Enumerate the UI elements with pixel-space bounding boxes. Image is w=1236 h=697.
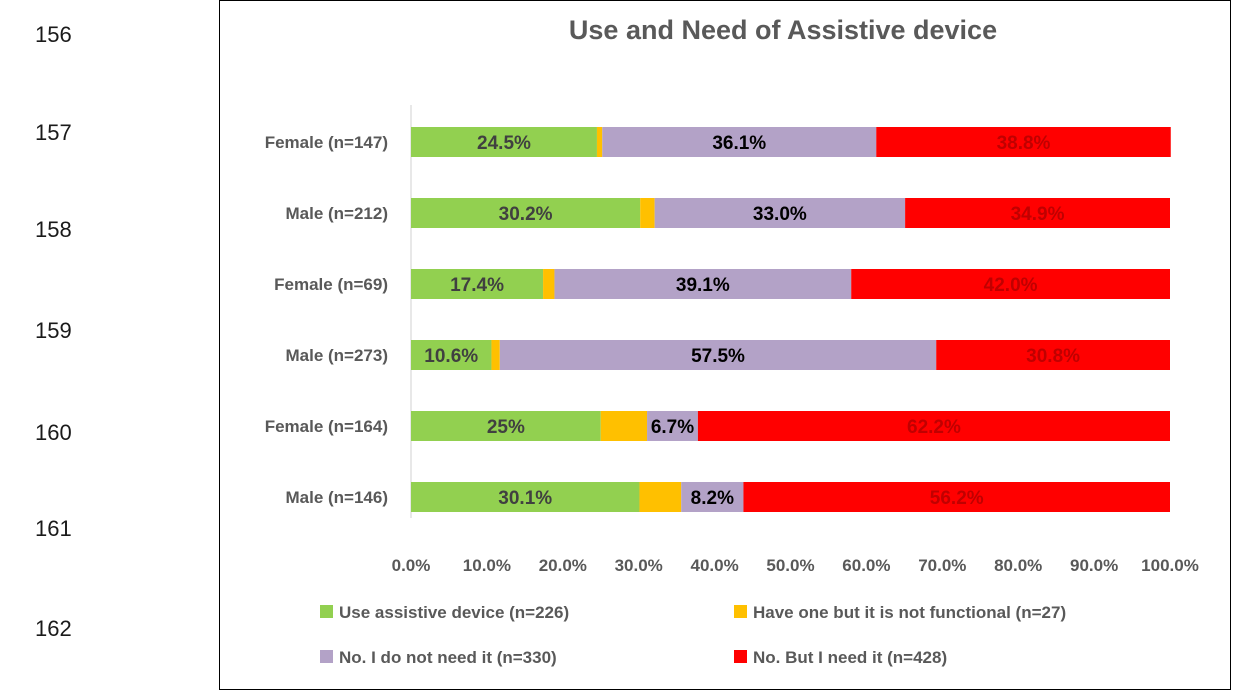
x-tick-label: 80.0% (994, 556, 1042, 575)
line-number: 160 (35, 420, 72, 445)
x-tick-label: 70.0% (918, 556, 966, 575)
bar-segment (543, 269, 555, 299)
line-number: 156 (35, 22, 72, 47)
data-label: 30.2% (499, 204, 553, 225)
line-number: 161 (35, 516, 72, 541)
data-label: 10.6% (424, 346, 478, 367)
bar-segment (411, 482, 640, 512)
data-label: 25% (487, 417, 525, 438)
bar-segment (554, 269, 852, 299)
line-number: 162 (35, 616, 72, 641)
bar-segment (697, 411, 1170, 441)
data-label: 39.1% (676, 275, 730, 296)
legend-swatch (320, 650, 333, 663)
data-label: 62.2% (907, 417, 961, 438)
legend-label: No. But I need it (n=428) (753, 648, 947, 667)
bar-segment (499, 340, 937, 370)
data-label: 42.0% (984, 275, 1038, 296)
stacked-bar-chart: Use and Need of Assistive device Female … (265, 15, 1199, 667)
legend-swatch (734, 650, 747, 663)
data-label: 8.2% (691, 488, 734, 509)
line-number: 159 (35, 318, 72, 343)
category-label: Female (n=164) (265, 417, 388, 436)
x-tick-label: 30.0% (615, 556, 663, 575)
legend-label: Use assistive device (n=226) (339, 603, 569, 622)
bar-segment (602, 127, 877, 157)
data-label: 33.0% (753, 204, 807, 225)
category-label: Male (n=146) (285, 488, 388, 507)
chart-title: Use and Need of Assistive device (569, 15, 997, 45)
bar-segment (647, 411, 698, 441)
x-tick-label: 50.0% (766, 556, 814, 575)
legend-label: No. I do not need it (n=330) (339, 648, 557, 667)
line-number: 158 (35, 217, 72, 242)
bar-segment (640, 198, 655, 228)
plot-area: Female (n=147) 24.5% 36.1% 38.8% Male (n=212… (265, 105, 1199, 575)
bar-segment (851, 269, 1170, 299)
bar-segment (876, 127, 1171, 157)
bar-segment (936, 340, 1170, 370)
data-label: 30.8% (1026, 346, 1080, 367)
category-label: Male (n=273) (285, 346, 388, 365)
bar-segment (600, 411, 648, 441)
data-label: 17.4% (450, 275, 504, 296)
x-tick-label: 60.0% (842, 556, 890, 575)
bar-segment (905, 198, 1170, 228)
legend-swatch (734, 605, 747, 618)
data-label: 38.8% (997, 133, 1051, 154)
bar-segment (411, 198, 641, 228)
line-number: 157 (35, 120, 72, 145)
bar-segment (681, 482, 744, 512)
data-label: 24.5% (477, 133, 531, 154)
legend-swatch (320, 605, 333, 618)
bar-segment (411, 269, 544, 299)
x-tick-label: 100.0% (1141, 556, 1199, 575)
bar-segment (411, 127, 597, 157)
data-label: 30.1% (498, 488, 552, 509)
x-tick-label: 40.0% (690, 556, 738, 575)
bar-segment (491, 340, 500, 370)
legend: Use assistive device (n=226) Have one but… (320, 603, 1066, 667)
x-tick-label: 90.0% (1070, 556, 1118, 575)
x-tick-label: 20.0% (539, 556, 587, 575)
x-tick-label: 10.0% (463, 556, 511, 575)
category-label: Male (n=212) (285, 204, 388, 223)
bar-segment (654, 198, 906, 228)
bar-segment (596, 127, 603, 157)
bar-segment (743, 482, 1170, 512)
data-label: 57.5% (691, 346, 745, 367)
category-label: Female (n=69) (274, 275, 388, 294)
data-label: 36.1% (712, 133, 766, 154)
data-label: 34.9% (1011, 204, 1065, 225)
x-tick-label: 0.0% (392, 556, 431, 575)
bar-segment (639, 482, 682, 512)
chart-frame: Use and Need of Assistive device Female … (219, 0, 1231, 690)
legend-label: Have one but it is not functional (n=27) (753, 603, 1066, 622)
bar-segment (411, 340, 492, 370)
category-label: Female (n=147) (265, 133, 388, 152)
data-label: 56.2% (930, 488, 984, 509)
bar-segment (411, 411, 601, 441)
data-label: 6.7% (651, 417, 694, 438)
